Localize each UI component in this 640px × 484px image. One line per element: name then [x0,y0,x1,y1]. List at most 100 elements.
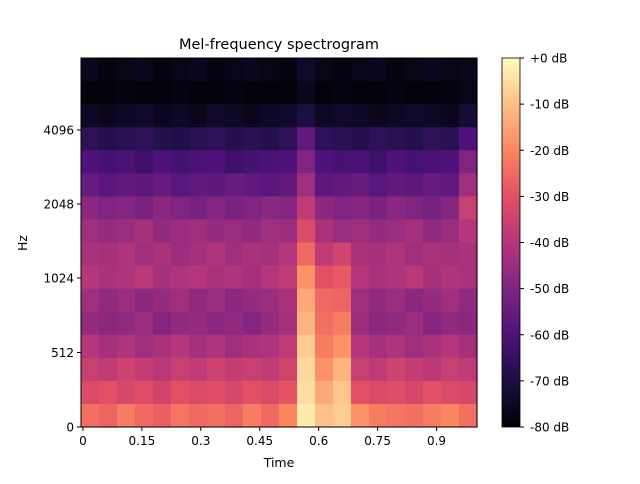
heatmap-cell [171,81,190,105]
heatmap-cell [315,265,334,290]
heatmap-cell [441,242,460,267]
heatmap-cell [171,311,190,336]
heatmap-cell [297,219,316,244]
heatmap-cell [189,196,208,221]
heatmap-cell [333,357,352,382]
heatmap-cell [351,357,370,382]
heatmap-cell [207,173,226,197]
heatmap-cell [279,288,298,313]
heatmap-cell [297,150,316,174]
heatmap-cell [315,173,334,197]
heatmap-cell [297,196,316,221]
heatmap-cell [117,127,136,151]
heatmap-cell [387,104,406,128]
heatmap-cell [459,150,478,174]
heatmap-cell [153,242,172,267]
heatmap-cell [387,265,406,290]
heatmap-cell [81,81,100,105]
heatmap-cell [153,127,172,151]
heatmap-cell [207,81,226,105]
heatmap-cell [387,81,406,105]
heatmap-cell [297,127,316,151]
heatmap-cell [279,81,298,105]
heatmap-cell [261,288,280,313]
heatmap-cell [279,104,298,128]
colorbar-ticks: +0 dB -10 dB -20 dB -30 dB -40 dB -50 dB -60 d… [520,52,569,435]
heatmap-cell [297,265,316,290]
heatmap-cell [387,196,406,221]
heatmap-cell [333,196,352,221]
heatmap-cell [135,219,154,244]
heatmap-cell [81,311,100,336]
heatmap-cell [261,219,280,244]
heatmap-cell [117,173,136,197]
heatmap-cell [135,104,154,128]
heatmap-cell [171,127,190,151]
heatmap-cell [171,242,190,267]
heatmap-cell [423,104,442,128]
heatmap-cell [171,219,190,244]
heatmap-cell [351,127,370,151]
colorbar [501,57,521,428]
heatmap-cell [99,127,118,151]
heatmap-cell [243,357,262,382]
heatmap-cell [135,150,154,174]
heatmap-cell [279,196,298,221]
heatmap-cell [189,58,208,82]
heatmap-cell [243,334,262,359]
heatmap-cell [441,173,460,197]
heatmap-cell [207,311,226,336]
heatmap-cell [99,380,118,405]
y-tick-label: 1024 [43,272,74,286]
heatmap-cell [81,127,100,151]
heatmap-cell [423,196,442,221]
x-tick-label: 0.75 [364,434,391,448]
heatmap-cell [333,219,352,244]
heatmap-cell [243,81,262,105]
heatmap-cell [459,173,478,197]
heatmap-cell [189,357,208,382]
heatmap-cell [261,173,280,197]
heatmap-cell [225,242,244,267]
heatmap-cell [351,242,370,267]
heatmap-cell [315,357,334,382]
heatmap-cell [99,81,118,105]
heatmap-cell [135,81,154,105]
heatmap-cell [243,173,262,197]
heatmap-cell [153,403,172,428]
heatmap-cell [315,104,334,128]
heatmap-cell [117,219,136,244]
heatmap-cell [441,104,460,128]
heatmap-cell [81,58,100,82]
heatmap-cell [351,380,370,405]
heatmap-cell [441,219,460,244]
heatmap-cell [99,58,118,82]
heatmap-cell [441,403,460,428]
heatmap-cell [117,357,136,382]
heatmap-cell [297,311,316,336]
heatmap-cell [405,403,424,428]
heatmap-cell [351,265,370,290]
heatmap-cell [279,265,298,290]
heatmap-cell [333,288,352,313]
x-axis-label: Time [263,455,295,470]
heatmap-cell [387,127,406,151]
heatmap-cell [351,173,370,197]
colorbar-tick-label: +0 dB [530,52,567,66]
heatmap-cell [387,288,406,313]
heatmap-cell [423,127,442,151]
colorbar-tick-label: -20 dB [530,144,569,158]
heatmap-cell [459,58,478,82]
heatmap-cell [243,196,262,221]
chart-title: Mel-frequency spectrogram [179,37,379,53]
heatmap-cell [117,81,136,105]
heatmap-cell [297,173,316,197]
colorbar-tick-label: -10 dB [530,98,569,112]
y-tick-label: 0 [66,421,74,435]
heatmap-cell [171,58,190,82]
heatmap-cell [153,81,172,105]
heatmap-cell [243,288,262,313]
heatmap-cell [81,403,100,428]
heatmap-cell [405,334,424,359]
